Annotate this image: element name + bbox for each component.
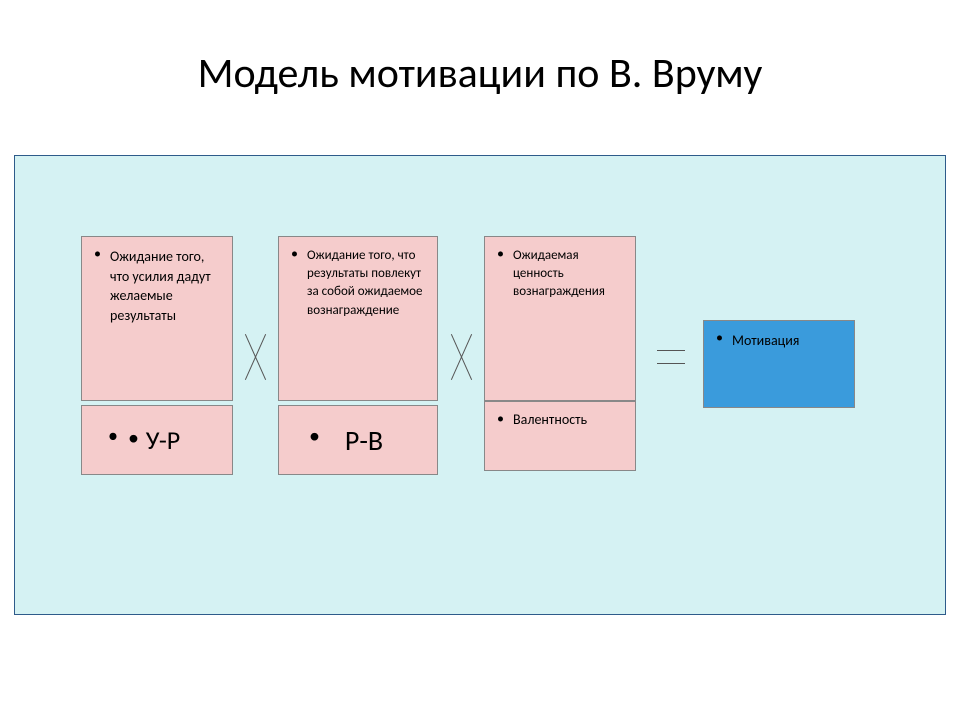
column-2: Ожидание того, что результаты повлекут з… — [278, 236, 438, 475]
equals — [657, 350, 685, 376]
col2-top-box: Ожидание того, что результаты повлекут з… — [278, 236, 438, 401]
column-3: Ожидаемая ценность вознаграждения Валент… — [484, 236, 636, 471]
col2-bottom-box: • Р-В — [278, 405, 438, 475]
col3-top-box: Ожидаемая ценность вознаграждения — [484, 236, 636, 401]
col1-bottom-box: • У-Р — [81, 405, 233, 475]
col2-bottom-text: Р-В — [345, 423, 383, 458]
multiply-2 — [451, 334, 473, 380]
result-box: Мотивация — [703, 320, 855, 408]
column-1: Ожидание того, что усилия дадут желаемые… — [81, 236, 233, 475]
col1-top-text: Ожидание того, что усилия дадут желаемые… — [110, 247, 220, 325]
col1-top-box: Ожидание того, что усилия дадут желаемые… — [81, 236, 233, 401]
multiply-1 — [245, 334, 267, 380]
col3-bottom-box: Валентность — [484, 401, 636, 471]
col2-bottom-bullet: • — [309, 422, 320, 449]
col3-bottom-text: Валентность — [513, 410, 623, 430]
col3-top-text: Ожидаемая ценность вознаграждения — [513, 247, 623, 302]
col1-bottom-bullet: • — [108, 424, 118, 448]
col2-top-text: Ожидание того, что результаты повлекут з… — [307, 247, 425, 320]
result-text: Мотивация — [732, 331, 842, 351]
slide-title: Модель мотивации по В. Вруму — [0, 48, 960, 99]
diagram-canvas: Ожидание того, что усилия дадут желаемые… — [14, 155, 946, 615]
col1-bottom-text: У-Р — [146, 424, 180, 456]
